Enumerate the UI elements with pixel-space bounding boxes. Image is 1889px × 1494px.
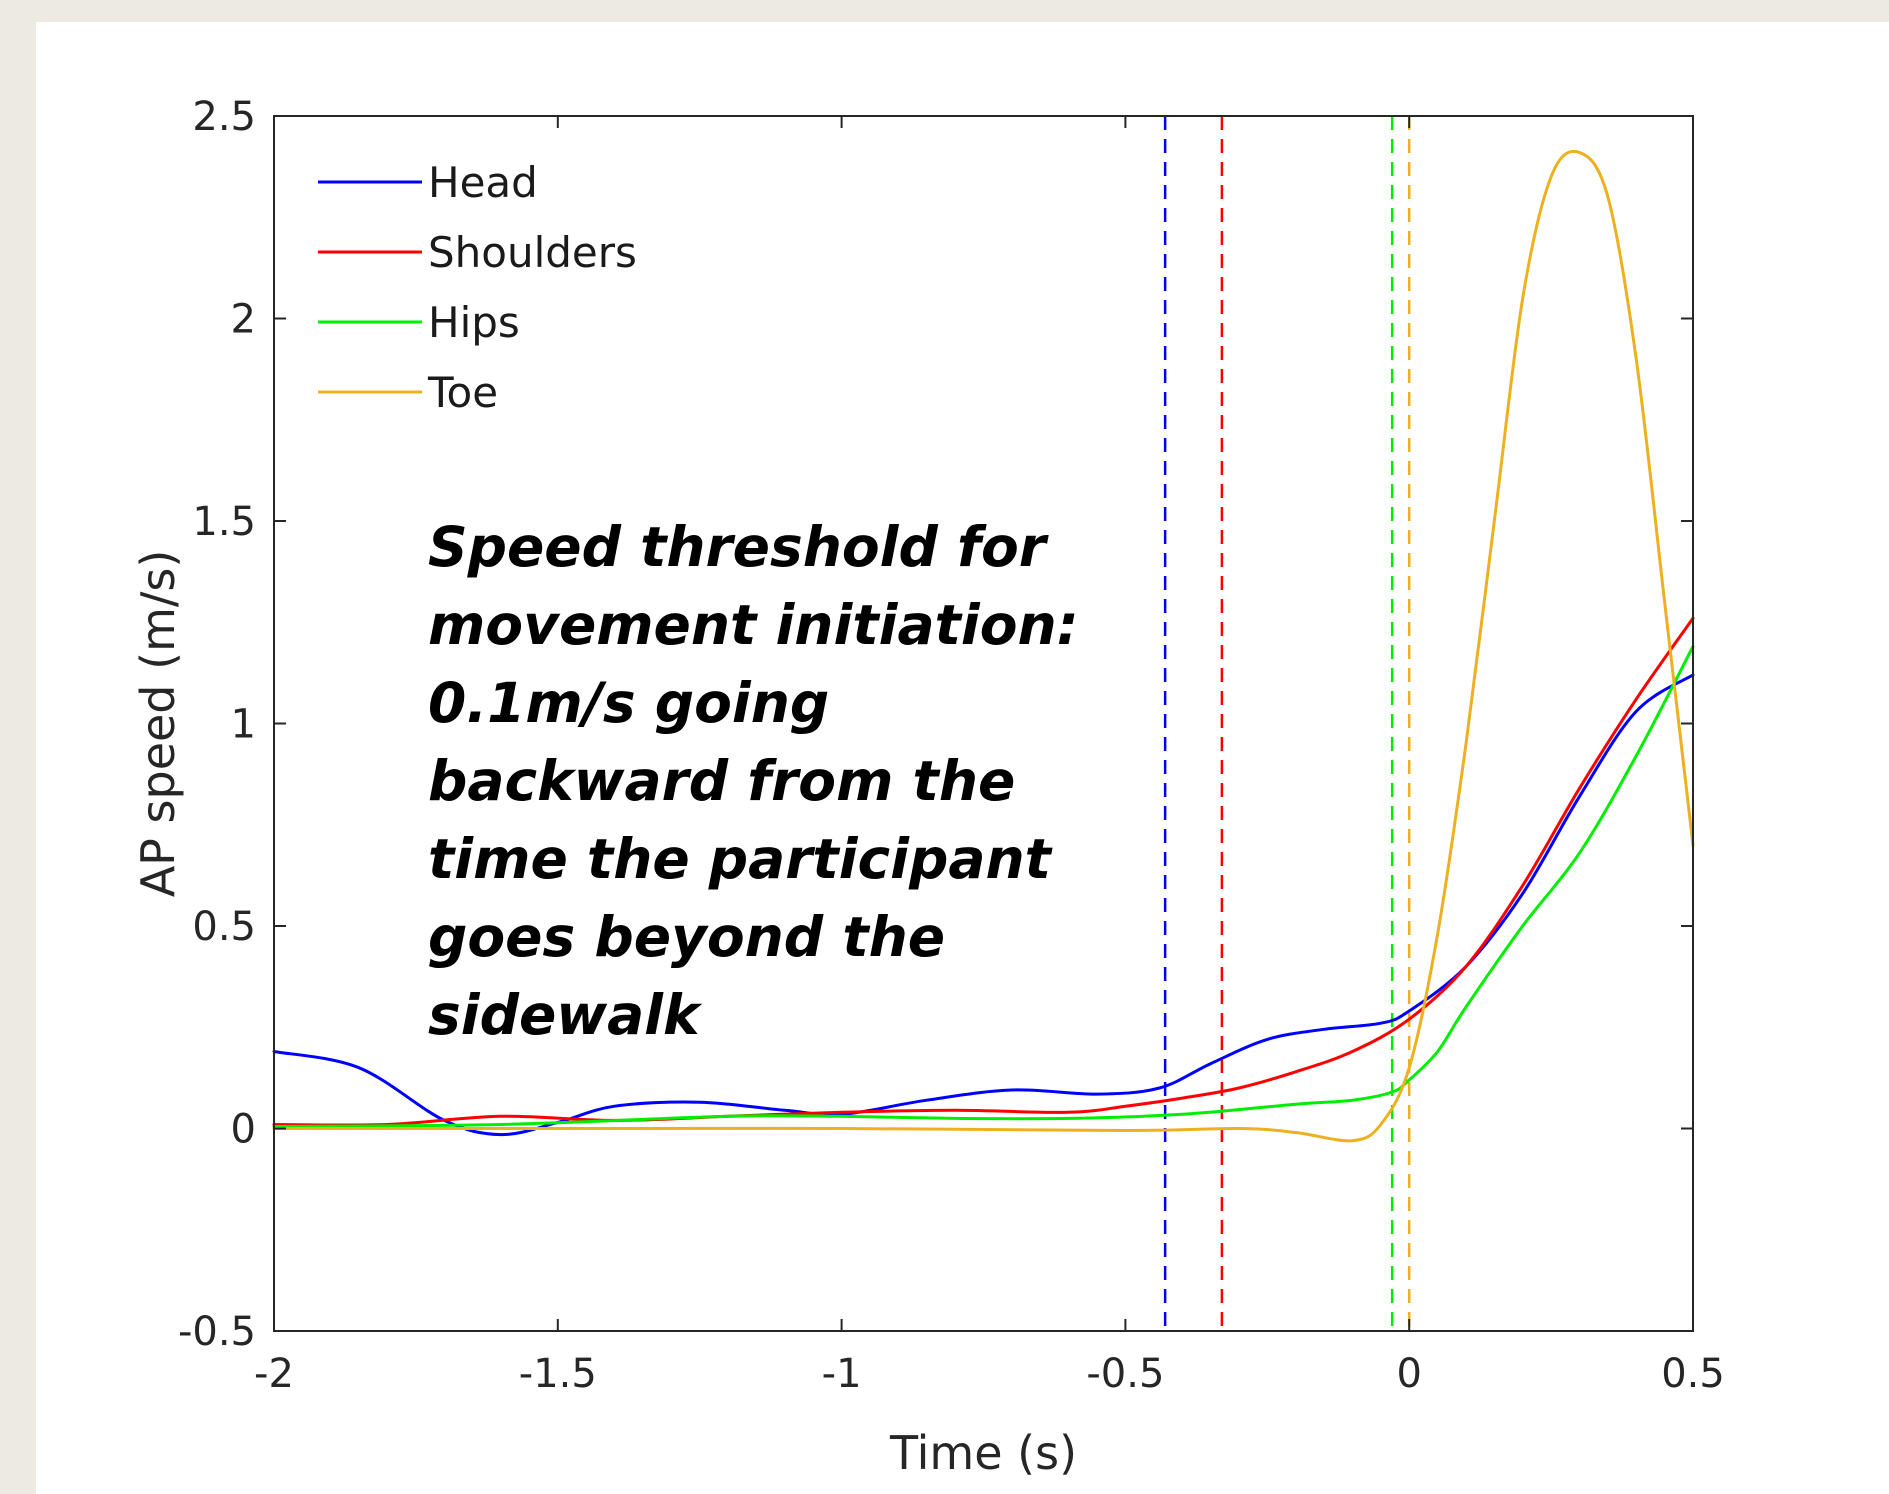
annotation-line-4: backward from the — [428, 749, 1016, 813]
legend-label-hips: Hips — [428, 298, 520, 347]
annotation-line-7: sidewalk — [428, 983, 700, 1047]
x-tick-label: -0.5 — [1086, 1351, 1164, 1397]
y-axis-label: AP speed (m/s) — [131, 550, 185, 898]
y-tick-label: 2 — [231, 297, 256, 343]
axis-ticks — [273, 115, 1694, 1332]
legend: Head Shoulders Hips Toe — [318, 158, 637, 417]
x-tick-label: 0 — [1396, 1351, 1421, 1397]
annotation-line-3: 0.1m/s going — [428, 671, 830, 735]
y-tick-labels: -0.5 0 0.5 1 1.5 2 2.5 — [178, 94, 256, 1355]
x-tick-label: 0.5 — [1661, 1351, 1725, 1397]
annotation-line-2: movement initiation: — [428, 593, 1079, 657]
annotation-line-1: Speed threshold for — [428, 515, 1046, 579]
y-tick-label: 0.5 — [192, 904, 256, 950]
y-tick-label: 2.5 — [192, 94, 256, 140]
legend-label-head: Head — [428, 158, 538, 207]
threshold-markers — [1163, 116, 1411, 1331]
series-line-toe — [272, 149, 1695, 1143]
series-line-hips — [272, 645, 1695, 1128]
x-tick-labels: -2 -1.5 -1 -0.5 0 0.5 — [254, 1351, 1725, 1397]
annotation-line-6: goes beyond the — [428, 905, 946, 969]
legend-label-toe: Toe — [427, 368, 498, 417]
series-line-shoulders — [272, 616, 1695, 1127]
legend-label-shoulders: Shoulders — [428, 228, 637, 277]
y-tick-label: -0.5 — [178, 1309, 256, 1355]
y-tick-label: 0 — [231, 1107, 256, 1153]
line-chart: -2 -1.5 -1 -0.5 0 0.5 -0.5 0 0.5 1 1.5 2 2.5 Time (… — [131, 94, 1725, 1480]
annotation-line-5: time the participant — [428, 827, 1051, 891]
y-tick-label: 1 — [231, 702, 256, 748]
series-lines — [272, 149, 1695, 1143]
x-axis-label: Time (s) — [889, 1426, 1077, 1480]
x-tick-label: -1.5 — [519, 1351, 597, 1397]
figure-panel: -2 -1.5 -1 -0.5 0 0.5 -0.5 0 0.5 1 1.5 2 2.5 Time (… — [36, 22, 1889, 1494]
x-tick-label: -1 — [822, 1351, 862, 1397]
y-tick-label: 1.5 — [192, 499, 256, 545]
threshold-annotation: Speed threshold for movement initiation:… — [428, 508, 1128, 1054]
x-tick-label: -2 — [254, 1351, 294, 1397]
